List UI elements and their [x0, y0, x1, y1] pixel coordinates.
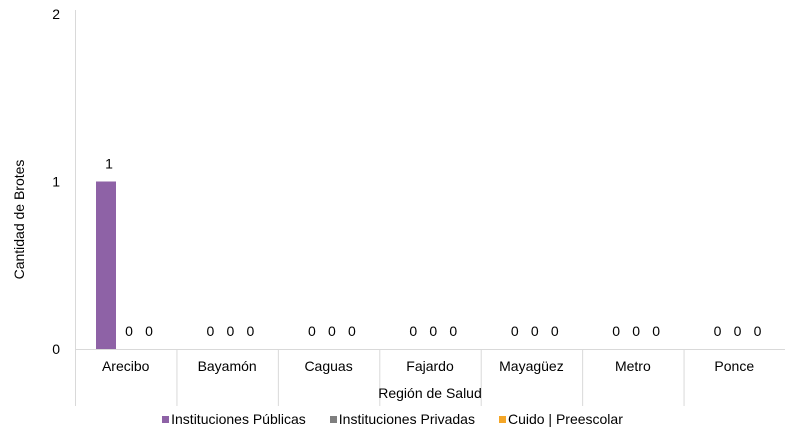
data-label: 0	[328, 323, 336, 339]
data-label: 0	[632, 323, 640, 339]
data-label: 0	[511, 323, 519, 339]
data-label: 0	[125, 323, 133, 339]
legend-item: Cuido | Preescolar	[498, 411, 623, 427]
legend-label: Cuido | Preescolar	[507, 411, 623, 427]
y-tick-label: 1	[52, 174, 60, 190]
category-labels: Arecibo Bayamón Caguas Fajardo Mayagüez Metro…	[102, 358, 754, 374]
data-label: 0	[734, 323, 742, 339]
data-label: 1	[105, 156, 113, 172]
bar	[96, 181, 116, 349]
legend-item: Instituciones Públicas	[162, 411, 306, 427]
legend-swatch	[329, 415, 337, 423]
category-label: Caguas	[304, 358, 352, 374]
legend-item: Instituciones Privadas	[329, 411, 475, 427]
data-label: 0	[551, 323, 559, 339]
data-label: 0	[714, 323, 722, 339]
data-label: 0	[308, 323, 316, 339]
data-label: 0	[227, 323, 235, 339]
category-label: Bayamón	[198, 358, 257, 374]
y-axis-ticks: 0 1 2	[52, 6, 60, 357]
bars	[96, 181, 116, 349]
data-label: 0	[429, 323, 437, 339]
category-label: Metro	[615, 358, 651, 374]
y-axis-title: Cantidad de Brotes	[11, 160, 27, 280]
data-label: 0	[754, 323, 762, 339]
category-label: Ponce	[714, 358, 754, 374]
x-axis-title: Región de Salud	[378, 385, 482, 401]
data-label: 0	[145, 323, 153, 339]
y-tick-label: 0	[52, 341, 60, 357]
legend-swatch	[498, 415, 506, 423]
legend-label: Instituciones Públicas	[171, 411, 306, 427]
data-label: 0	[207, 323, 215, 339]
data-labels: 10 0 0 0 0 0 0 0 0 0 0 0 0 0 0 0 0 0 0 0	[105, 156, 762, 340]
y-tick-label: 2	[52, 6, 60, 22]
data-label: 0	[348, 323, 356, 339]
category-label: Fajardo	[406, 358, 454, 374]
legend-swatch	[162, 415, 170, 423]
category-dividers	[176, 349, 685, 406]
data-label: 0	[449, 323, 457, 339]
legend: Instituciones Públicas Instituciones Priv…	[0, 411, 785, 427]
data-label: 0	[612, 323, 620, 339]
data-label: 0	[409, 323, 417, 339]
category-label: Mayagüez	[499, 358, 564, 374]
category-label: Arecibo	[102, 358, 150, 374]
data-label: 0	[247, 323, 255, 339]
legend-label: Instituciones Privadas	[338, 411, 475, 427]
data-label: 0	[531, 323, 539, 339]
data-label: 0	[652, 323, 660, 339]
